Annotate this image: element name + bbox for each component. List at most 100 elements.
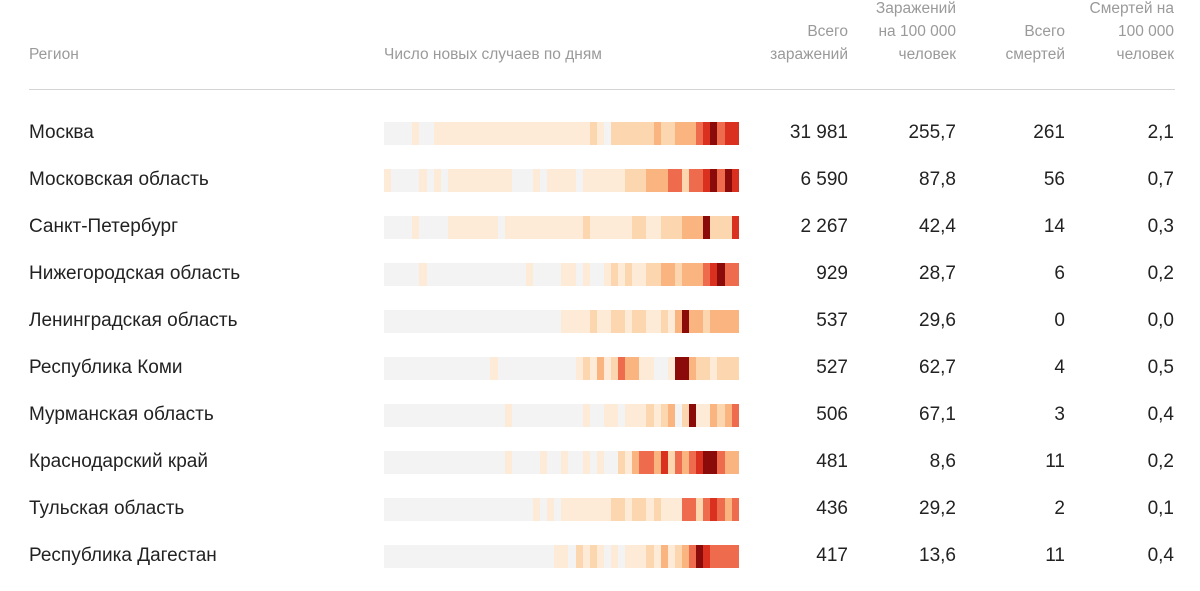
heatmap-cell [568,122,576,145]
heatmap-cell [611,169,619,192]
total-cases: 2 267 [800,216,848,237]
heatmap-cell [660,357,668,380]
heatmap-cell [603,498,611,521]
header-deaths-per-100k: Смертей на 100 000 человек [1089,0,1174,63]
region-name: Тульская область [29,498,185,519]
daily-cases-strip [384,498,739,521]
heatmap-cell [632,216,640,239]
heatmap-cell [405,310,413,333]
heatmap-cell [561,263,569,286]
heatmap-cell [618,216,626,239]
heatmap-cell [447,169,455,192]
heatmap-cell [731,169,739,192]
heatmap-cell [568,263,576,286]
heatmap-cell [476,404,484,427]
heatmap-cell [504,216,512,239]
heatmap-cell [497,310,505,333]
total-cases: 527 [816,357,848,378]
heatmap-cell [724,404,732,427]
heatmap-cell [525,310,533,333]
heatmap-cell [646,263,654,286]
cases-per-100k: 8,6 [929,451,956,472]
header-total-deaths: Всего смертей [1005,23,1065,63]
heatmap-cell [724,357,732,380]
total-cases: 506 [816,404,848,425]
heatmap-cell [710,169,718,192]
heatmap-cell [447,545,455,568]
heatmap-cell [497,451,505,474]
heatmap-cell [384,122,392,145]
heatmap-cell [412,498,420,521]
heatmap-cell [532,545,541,568]
heatmap-cell [525,122,533,145]
table-row: Мурманская область 506 67,1 3 0,4 [0,402,1200,449]
heatmap-cell [540,310,548,333]
heatmap-cell [547,216,555,239]
heatmap-cell [391,169,399,192]
heatmap-cell [674,122,682,145]
heatmap-cell [653,451,661,474]
heatmap-cell [696,498,704,521]
heatmap-cell [611,122,619,145]
heatmap-cell [589,216,597,239]
heatmap-cell [667,545,675,568]
heatmap-cell [462,545,470,568]
heatmap-cell [575,545,583,568]
heatmap-cell [433,122,441,145]
heatmap-cell [547,169,555,192]
heatmap-cell [426,263,434,286]
heatmap-cell [681,451,690,474]
heatmap-cell [518,498,526,521]
heatmap-cell [582,122,590,145]
heatmap-cell [717,216,725,239]
heatmap-cell [717,545,725,568]
cases-per-100k: 62,7 [919,357,956,378]
heatmap-cell [639,263,647,286]
heatmap-cell [653,310,661,333]
header-cases-per-100k: Заражений на 100 000 человек [875,0,956,63]
heatmap-cell [589,122,597,145]
heatmap-cell [703,404,711,427]
heatmap-cell [589,404,597,427]
heatmap-cell [447,263,455,286]
heatmap-cell [575,310,583,333]
heatmap-cell [731,498,739,521]
heatmap-cell [717,310,725,333]
heatmap-cell [454,357,463,380]
heatmap-cell [561,169,569,192]
heatmap-cell [639,545,647,568]
heatmap-cell [504,169,512,192]
heatmap-cell [532,169,541,192]
heatmap-cell [653,498,661,521]
heatmap-cell [419,310,427,333]
heatmap-cell [710,451,718,474]
heatmap-cell [582,310,590,333]
heatmap-cell [717,498,725,521]
heatmap-cell [618,169,626,192]
heatmap-cell [518,357,526,380]
heatmap-cell [490,498,498,521]
heatmap-cell [497,169,505,192]
region-name: Краснодарский край [29,451,208,472]
table-row: Ленинградская область 537 29,6 0 0,0 [0,308,1200,355]
heatmap-cell [532,404,541,427]
heatmap-cell [398,451,406,474]
heatmap-cell [653,357,661,380]
total-deaths: 56 [1043,169,1065,190]
heatmap-cell [476,357,484,380]
heatmap-cell [483,498,491,521]
heatmap-cell [525,357,533,380]
heatmap-cell [525,498,533,521]
heatmap-cell [426,498,434,521]
heatmap-cell [476,263,484,286]
heatmap-cell [532,498,541,521]
heatmap-cell [412,216,420,239]
heatmap-cell [696,404,704,427]
heatmap-cell [639,310,647,333]
deaths-per-100k: 0,0 [1147,310,1174,331]
heatmap-cell [653,263,661,286]
heatmap-cell [568,545,576,568]
heatmap-cell [596,310,604,333]
heatmap-cell [447,122,455,145]
heatmap-cell [384,310,392,333]
